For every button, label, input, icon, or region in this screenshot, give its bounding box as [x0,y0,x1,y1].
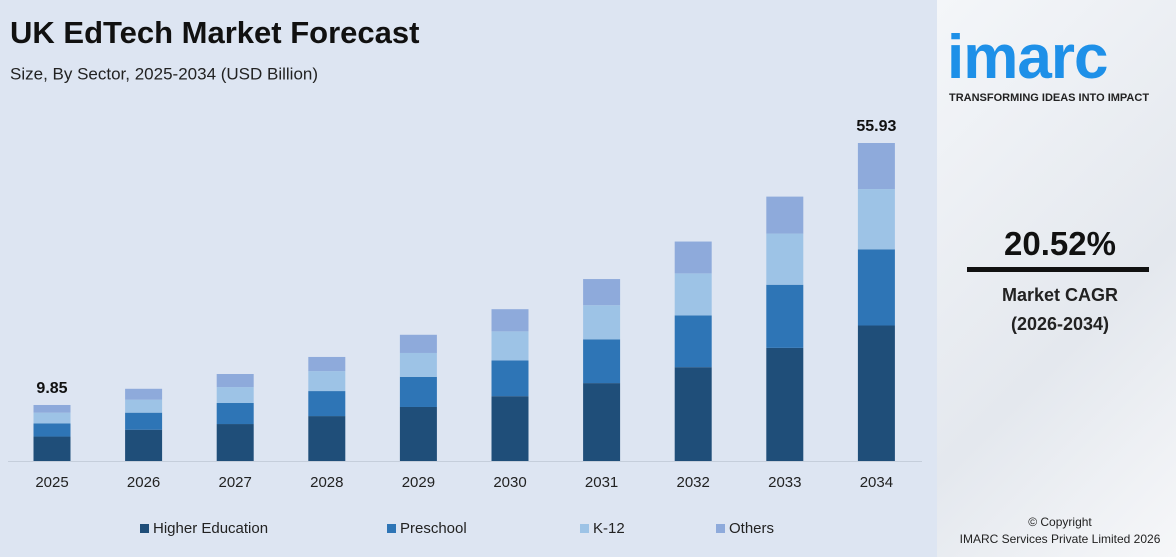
bar-segment [216,374,254,388]
legend-label: Preschool [400,520,467,537]
company: IMARC Services Private Limited 2026 [959,532,1161,546]
legend-label: Others [729,520,774,537]
x-tick-label: 2026 [127,474,160,491]
legend-marker [716,524,725,533]
chart: UK EdTech Market Forecast Size, By Secto… [8,15,922,537]
bar-segment [216,424,254,461]
bar-segment [583,383,621,461]
bar-segment [674,315,712,368]
bar-segment [216,387,254,404]
legend-marker [387,524,396,533]
x-tick-label: 2032 [677,474,710,491]
chart-subtitle: Size, By Sector, 2025-2034 (USD Billion) [10,64,318,83]
bar-segment [491,360,529,397]
bar-segment [399,334,437,353]
x-tick-label: 2028 [310,474,343,491]
x-tick-label: 2030 [493,474,526,491]
bar-segment [583,279,621,306]
x-tick-label: 2034 [860,474,893,491]
bar-segment [674,273,712,316]
bar-segment [766,284,804,348]
bar-segment [33,423,71,437]
bar-segment [491,331,529,361]
bar-segment [308,356,346,372]
bar-segment [857,189,895,250]
bar-segment [583,305,621,340]
bar-segment [399,406,437,461]
x-tick-label: 2027 [219,474,252,491]
x-tick-label: 2033 [768,474,801,491]
bar-segment [33,436,71,461]
sidebar: imarc TRANSFORMING IDEAS INTO IMPACT 20.… [937,0,1176,557]
bar-segment [491,309,529,332]
bar-segment [125,429,163,461]
cagr-value: 20.52% [1004,225,1116,262]
bar-segment [308,391,346,417]
chart-title: UK EdTech Market Forecast [10,15,419,50]
bar-segment [33,412,71,424]
bar-segment [766,347,804,461]
copyright: © Copyright [1028,515,1092,529]
bar-segment [674,241,712,274]
divider [967,267,1149,272]
legend-label: K-12 [593,520,625,537]
bar-segment [857,325,895,461]
bar-segment [399,376,437,407]
legend-marker [580,524,589,533]
x-tick-label: 2025 [35,474,68,491]
bar-segment [33,404,71,413]
bar-segment [125,412,163,430]
legend-marker [140,524,149,533]
bar-segment [583,339,621,384]
bar-segment [308,371,346,392]
bar-segment [308,416,346,461]
x-tick-label: 2029 [402,474,435,491]
cagr-label: Market CAGR [1001,285,1119,305]
bar-segment [766,196,804,234]
x-tick-label: 2031 [585,474,618,491]
logo: imarc [947,23,1108,92]
bar-segment [125,388,163,400]
tagline: TRANSFORMING IDEAS INTO IMPACT [949,92,1150,104]
bar-segment [857,249,895,326]
bar-segment [491,396,529,461]
total-label: 55.93 [856,118,896,135]
cagr-period: (2026-2034) [1010,314,1110,334]
total-label: 9.85 [36,380,67,397]
bar-segment [125,399,163,413]
bar-segment [766,233,804,285]
bar-segment [216,403,254,425]
bar-segment [674,367,712,461]
legend-label: Higher Education [153,520,268,537]
bar-segment [399,352,437,377]
bar-segment [857,143,895,190]
